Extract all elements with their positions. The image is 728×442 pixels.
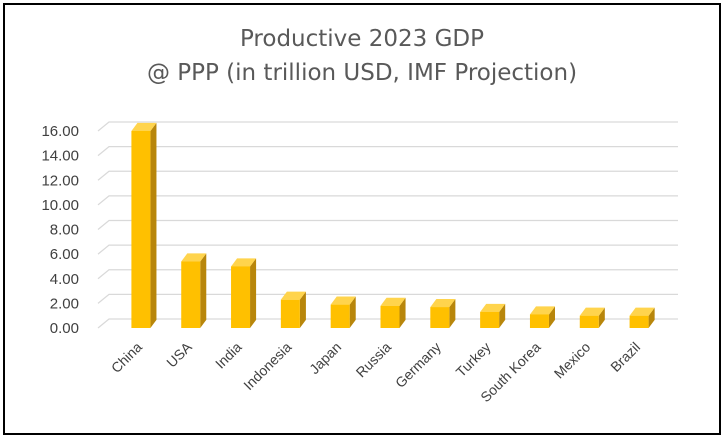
bar-japan [330, 296, 356, 328]
bar-side-face [299, 291, 306, 328]
bar-front-face [330, 304, 350, 328]
bar-front-face [629, 315, 649, 328]
bar-germany [430, 298, 456, 328]
y-tick-label: 14.00 [41, 148, 79, 165]
y-axis-ticks: 0.00 2.00 4.00 6.00 8.00 10.00 12.00 14.00 16.00 [41, 123, 79, 337]
bar-south-korea [529, 306, 556, 328]
bar-front-face [231, 266, 251, 328]
bar-mexico [579, 307, 605, 328]
bar-side-face [399, 297, 406, 328]
bar-top-face [579, 307, 605, 316]
bar-side-face [449, 298, 456, 328]
bar-top-face [629, 307, 655, 316]
x-tick-label: Turkey [453, 339, 494, 380]
bar-side-face [349, 296, 356, 328]
y-tick-label: 16.00 [41, 123, 79, 140]
bar-top-face [231, 258, 257, 267]
y-tick-label: 4.00 [50, 271, 79, 288]
x-tick-label: USA [163, 338, 195, 370]
bars [131, 122, 655, 329]
bar-side-face [499, 303, 506, 328]
y-tick-label: 0.00 [50, 320, 79, 337]
bar-top-face [380, 297, 406, 306]
bar-side-face [200, 253, 207, 328]
gridline [97, 121, 678, 132]
bar-indonesia [280, 291, 306, 328]
x-tick-label: Brazil [607, 339, 643, 375]
x-tick-label: Russia [353, 339, 395, 381]
y-tick-label: 8.00 [50, 222, 79, 239]
y-tick-label: 10.00 [41, 197, 79, 214]
x-tick-label: Indonesia [240, 339, 294, 393]
bar-front-face [131, 131, 151, 328]
bar-top-face [430, 298, 456, 308]
bar-front-face [529, 314, 549, 328]
bar-russia [380, 297, 406, 328]
chart-title: Productive 2023 GDP @ PPP (in trillion U… [0, 22, 724, 90]
bar-top-face [480, 303, 506, 312]
bar-side-face [648, 307, 655, 328]
chart-title-line-1: Productive 2023 GDP [239, 26, 485, 52]
chart-title-line-2: @ PPP (in trillion USD, IMF Projection) [146, 60, 578, 86]
x-tick-label: India [212, 339, 245, 372]
x-tick-label: Japan [306, 339, 344, 377]
bar-usa [181, 253, 207, 328]
x-tick-label: Mexico [551, 339, 594, 382]
y-tick-label: 6.00 [50, 246, 79, 263]
bar-side-face [150, 122, 157, 329]
gridline [97, 219, 678, 230]
bar-top-face [181, 253, 207, 262]
bar-side-face [548, 306, 556, 328]
bar-turkey [480, 303, 506, 328]
x-tick-label: China [108, 339, 145, 376]
bar-front-face [181, 261, 201, 328]
bar-brazil [629, 307, 655, 328]
gridline [97, 244, 678, 255]
gridline [97, 146, 678, 157]
y-tick-label: 2.00 [50, 295, 79, 312]
gridline [97, 170, 678, 181]
bar-front-face [280, 299, 300, 328]
bar-side-face [250, 258, 257, 328]
bar-top-face [131, 122, 157, 131]
bar-china [131, 122, 157, 329]
bar-india [231, 258, 257, 328]
chart-frame [3, 3, 721, 435]
bar-top-face [280, 291, 306, 300]
bar-front-face [480, 311, 500, 328]
bar-front-face [579, 315, 599, 328]
y-tick-label: 12.00 [41, 172, 79, 189]
bar-front-face [430, 307, 450, 328]
bar-front-face [380, 305, 400, 328]
gridline [97, 269, 678, 280]
gridline [97, 195, 678, 206]
gridline [97, 293, 678, 304]
bar-top-face [529, 306, 556, 315]
x-tick-label: Germany [392, 339, 444, 391]
bar-side-face [598, 307, 605, 328]
bar-top-face [330, 296, 356, 305]
